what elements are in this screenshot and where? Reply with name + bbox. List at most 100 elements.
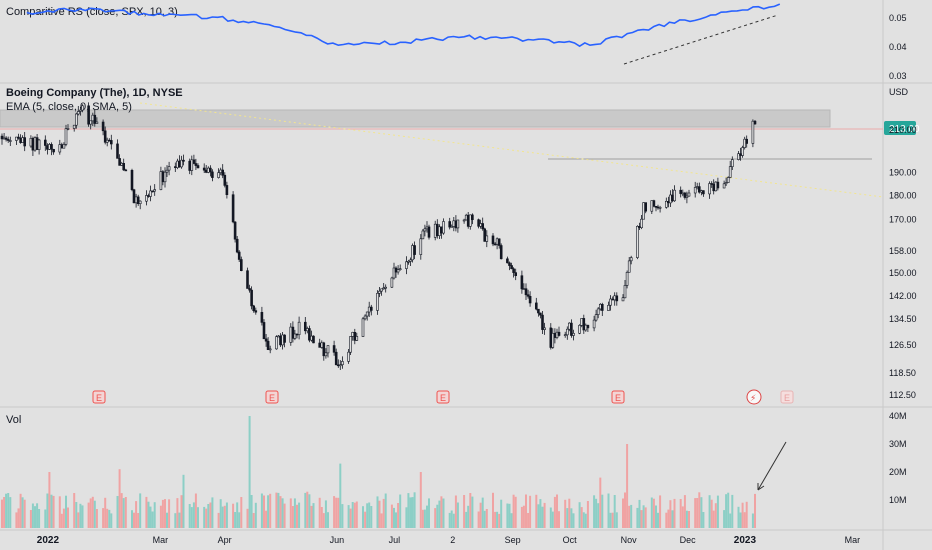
earnings-marker-label: E (440, 393, 446, 403)
volume-bar (246, 508, 249, 528)
candle-body (450, 226, 454, 228)
candle (66, 124, 70, 131)
volume-tick-2: 20M (889, 467, 907, 477)
candle (506, 256, 509, 264)
candle-body (303, 321, 307, 332)
candle-body (664, 201, 668, 208)
candle-body (176, 160, 179, 169)
candle-body (584, 324, 588, 331)
earnings-marker[interactable]: E (92, 390, 106, 404)
volume-bar (269, 493, 272, 528)
candle (231, 191, 235, 224)
candle-body (419, 238, 423, 255)
volume-bar (15, 512, 18, 528)
candle-body (62, 144, 66, 149)
volume-bar (723, 510, 726, 528)
candle-body (363, 315, 367, 320)
volume-bar (390, 504, 393, 528)
volume-bar (339, 463, 342, 528)
volume-bar (275, 492, 278, 528)
annotation-arrow (757, 441, 787, 491)
volume-bar (335, 497, 338, 528)
rs-tick-2: 0.03 (889, 71, 907, 81)
candle-body (724, 182, 728, 185)
candle-body (334, 351, 338, 366)
candle (136, 194, 140, 206)
volume-bar (87, 502, 90, 528)
candle-body (233, 221, 237, 240)
candle-body (275, 336, 278, 350)
earnings-marker-box (780, 390, 794, 404)
volume-bar (438, 500, 441, 528)
candle (79, 107, 82, 116)
earnings-marker[interactable]: E (436, 390, 450, 404)
candle (130, 168, 134, 192)
volume-bar (745, 501, 748, 528)
candle (37, 138, 41, 155)
candle (456, 219, 460, 233)
volume-bar (597, 503, 600, 528)
candle (262, 319, 266, 340)
candle (512, 267, 515, 278)
candle-body (361, 318, 365, 337)
candle (423, 224, 427, 237)
earnings-marker[interactable]: E (265, 390, 279, 404)
candle-body (145, 195, 148, 202)
candle-body (376, 292, 379, 311)
candle-body (262, 322, 266, 340)
candle-body (592, 319, 596, 329)
earnings-marker[interactable]: E (611, 390, 625, 404)
dividend-marker[interactable]: ⚡ (746, 389, 762, 405)
candle-body (656, 206, 660, 209)
candle (361, 317, 365, 337)
volume-bar (622, 498, 624, 528)
candle-body (537, 308, 540, 314)
candle-body (48, 144, 51, 150)
volume-bar (471, 496, 474, 528)
indicator-label: EMA (5, close, 0, SMA, 5) (6, 101, 132, 113)
candle-body (266, 340, 270, 351)
candle-body (636, 226, 639, 258)
volume-bar (541, 506, 544, 528)
candle (167, 161, 171, 176)
volume-bar (553, 496, 556, 528)
candle-body (165, 169, 169, 173)
volume-bar (500, 499, 503, 528)
candle (664, 197, 668, 209)
candle (728, 160, 732, 179)
volume-bar (333, 496, 336, 528)
candle-body (582, 318, 586, 331)
candle (716, 177, 720, 191)
volume-tick-1: 30M (889, 439, 907, 449)
earnings-marker-box (611, 390, 625, 404)
volume-bar (725, 494, 728, 528)
candle (642, 202, 645, 220)
candle (326, 345, 330, 358)
volume-bar (248, 416, 251, 528)
volume-bar (347, 505, 350, 528)
volume-bar (485, 509, 488, 528)
annotation-arrow-head (757, 483, 765, 491)
volume-bar (698, 492, 701, 528)
candle (254, 307, 258, 315)
candle-body (180, 159, 183, 168)
candle-body (120, 163, 123, 166)
volume-bar (174, 513, 177, 528)
volume-bar (568, 498, 571, 528)
earnings-marker[interactable]: E (780, 390, 794, 404)
candle (419, 234, 423, 260)
candle (293, 329, 297, 341)
candle-body (681, 192, 685, 195)
volume-bar (161, 499, 164, 528)
volume-bar (710, 499, 713, 528)
candle (565, 326, 569, 340)
volume-bar (626, 444, 629, 528)
candle-body (260, 311, 264, 323)
volume-bar (182, 474, 185, 528)
volume-bar (192, 502, 195, 528)
candle-body (37, 139, 41, 150)
candle (72, 124, 76, 132)
candle-body (326, 345, 330, 354)
candle-body (225, 185, 229, 195)
volume-bar (73, 493, 76, 528)
